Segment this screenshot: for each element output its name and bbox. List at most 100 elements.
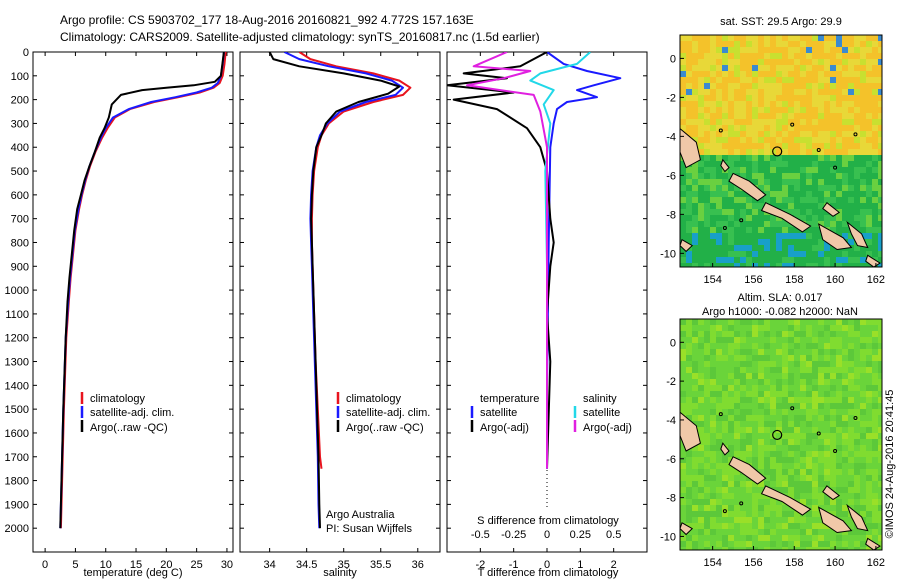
heatmap-cell [698, 337, 704, 343]
legend-label-temp-satellite: satellite [480, 407, 517, 419]
heatmap-cell [764, 233, 770, 239]
heatmap-cell [764, 469, 770, 475]
heatmap-cell [686, 541, 692, 547]
heatmap-cell [812, 167, 818, 173]
heatmap-cell [740, 137, 746, 143]
heatmap-cell [878, 367, 882, 373]
heatmap-cell [722, 331, 728, 337]
heatmap-cell [800, 331, 806, 337]
heatmap-cell [752, 215, 758, 221]
heatmap-cell [710, 343, 716, 349]
heatmap-cell [710, 107, 716, 113]
heatmap-cell [854, 463, 860, 469]
heatmap-cell [794, 251, 800, 257]
heatmap-cell [794, 239, 800, 245]
heatmap-cell [848, 233, 854, 239]
heatmap-cell [872, 149, 878, 155]
heatmap-cell [680, 65, 686, 71]
heatmap-cell [794, 191, 800, 197]
heatmap-cell [698, 161, 704, 167]
heatmap-cell [728, 251, 734, 257]
heatmap-cell [764, 427, 770, 433]
heatmap-cell [824, 427, 830, 433]
heatmap-cell [752, 251, 758, 257]
heatmap-cell [842, 439, 848, 445]
heatmap-cell [752, 505, 758, 511]
heatmap-cell [740, 149, 746, 155]
heatmap-cell [686, 185, 692, 191]
heatmap-cell [680, 343, 686, 349]
s-tick-label: -0.5 [471, 529, 490, 541]
heatmap-cell [776, 517, 782, 523]
heatmap-cell [734, 77, 740, 83]
heatmap-cell [794, 47, 800, 53]
heatmap-cell [836, 385, 842, 391]
heatmap-cell [860, 161, 866, 167]
heatmap-cell [758, 361, 764, 367]
heatmap-cell [740, 119, 746, 125]
heatmap-cell [866, 487, 872, 493]
heatmap-cell [680, 47, 686, 53]
heatmap-cell [728, 361, 734, 367]
heatmap-cell [758, 137, 764, 143]
heatmap-cell [794, 541, 800, 547]
heatmap-cell [716, 239, 722, 245]
heatmap-cell [848, 65, 854, 71]
heatmap-cell [728, 257, 734, 263]
heatmap-cell [788, 119, 794, 125]
island-shape [846, 503, 869, 532]
heatmap-cell [878, 149, 882, 155]
heatmap-cell [740, 373, 746, 379]
heatmap-cell [806, 319, 812, 325]
heatmap-cell [776, 47, 782, 53]
heatmap-cell [752, 107, 758, 113]
heatmap-cell [806, 445, 812, 451]
heatmap-cell [806, 119, 812, 125]
y-tick-label: 0 [23, 47, 29, 59]
heatmap-cell [764, 337, 770, 343]
heatmap-cell [710, 35, 716, 41]
argo-position-marker [772, 146, 783, 157]
heatmap-cell [866, 433, 872, 439]
heatmap-cell [806, 227, 812, 233]
heatmap-cell [746, 203, 752, 209]
heatmap-cell [770, 361, 776, 367]
heatmap-cell [806, 263, 812, 267]
heatmap-cell [830, 439, 836, 445]
heatmap-cell [698, 77, 704, 83]
heatmap-cell [680, 475, 686, 481]
heatmap-cell [710, 487, 716, 493]
heatmap-cell [818, 397, 824, 403]
heatmap-cell [692, 137, 698, 143]
heatmap-cell [806, 131, 812, 137]
heatmap-cell [704, 113, 710, 119]
heatmap-cell [854, 179, 860, 185]
heatmap-cell [836, 257, 842, 263]
heatmap-cell [818, 71, 824, 77]
heatmap-cell [836, 487, 842, 493]
heatmap-cell [806, 35, 812, 41]
heatmap-cell [704, 173, 710, 179]
heatmap-cell [812, 451, 818, 457]
heatmap-cell [848, 167, 854, 173]
heatmap-cell [794, 397, 800, 403]
heatmap-cell [872, 47, 878, 53]
heatmap-cell [680, 445, 686, 451]
heatmap-cell [836, 137, 842, 143]
heatmap-cell [806, 89, 812, 95]
heatmap-cell [704, 203, 710, 209]
heatmap-cell [788, 367, 794, 373]
heatmap-cell [704, 101, 710, 107]
heatmap-cell [728, 125, 734, 131]
heatmap-cell [710, 53, 716, 59]
heatmap-cell [776, 535, 782, 541]
heatmap-cell [734, 83, 740, 89]
heatmap-cell [818, 415, 824, 421]
heatmap-cell [800, 529, 806, 535]
heatmap-cell [878, 331, 882, 337]
heatmap-cell [752, 451, 758, 457]
heatmap-cell [830, 355, 836, 361]
heatmap-cell [800, 119, 806, 125]
heatmap-cell [770, 101, 776, 107]
heatmap-cell [758, 547, 764, 550]
